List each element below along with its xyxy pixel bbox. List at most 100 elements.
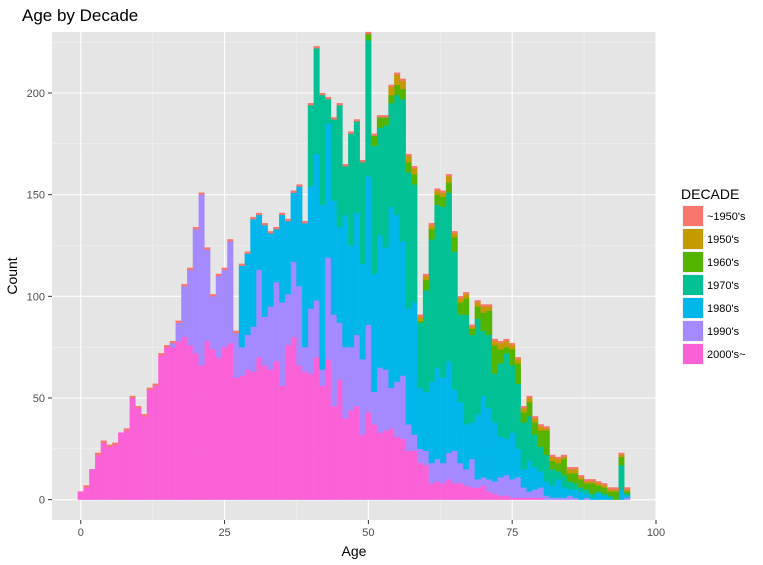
- bar-segment-1980-s: [290, 192, 297, 262]
- bar-segment-2000-s: [187, 344, 194, 500]
- bar-segment-1970-s: [497, 363, 504, 437]
- bar-segment-2000-s: [434, 481, 441, 500]
- bar-segment-1950-s: [445, 174, 452, 177]
- bar-segment-1980-s: [376, 235, 383, 368]
- bar-segment-1990-s: [192, 229, 199, 354]
- bar-segment-1990-s: [537, 487, 544, 498]
- bar-segment-1960-s: [543, 430, 550, 456]
- bar-segment-1950-s: [497, 342, 504, 350]
- bar-segment-1960-s: [537, 430, 544, 447]
- bar-segment-1990-s: [572, 497, 579, 500]
- bar-segment-2000-s: [422, 464, 429, 500]
- bar-segment-1950-s: [135, 405, 142, 409]
- bar-segment-1950-s: [405, 155, 412, 163]
- bar-segment-1950-s: [319, 92, 326, 96]
- bar-segment-1990-s: [440, 462, 447, 484]
- bar-segment-1960-s: [468, 328, 475, 336]
- bar-segment-2000-s: [181, 336, 188, 500]
- bar-segment-1950-s: [503, 340, 510, 348]
- bar-segment-1990-s: [566, 495, 573, 500]
- bar-segment-1950-s: [325, 96, 332, 100]
- bar-segment-1980-s: [497, 436, 504, 478]
- bar-segment-1950-s: [509, 344, 516, 350]
- bar-segment-1980-s: [624, 495, 631, 498]
- bar-segment-1990-s: [491, 481, 498, 494]
- bar-segment-1980-s: [601, 495, 608, 500]
- bar-segment-1950-s: [606, 487, 613, 490]
- bar-segment-2000-s: [238, 375, 245, 500]
- bar-segment-1960-s: [595, 485, 602, 492]
- bar-segment-1980-s: [244, 253, 251, 336]
- bar-segment-1950-s: [284, 218, 291, 222]
- bar-segment-2000-s: [405, 450, 412, 500]
- bar-segment-1990-s: [560, 497, 567, 500]
- bar-segment-1950-s: [256, 212, 263, 216]
- bar-segment-1980-s: [589, 497, 596, 500]
- bar-segment-1970-s: [417, 322, 424, 388]
- bar-segment-1950-s: [273, 227, 280, 230]
- bar-segment-1970-s: [480, 330, 487, 397]
- bar-segment-1990-s: [624, 497, 631, 500]
- legend-swatch: [683, 321, 703, 341]
- bar-segment-1950-s: [422, 273, 429, 277]
- bar-segment-1980-s: [399, 241, 406, 376]
- bar-segment-2000-s: [353, 405, 360, 500]
- bar-segment-2000-s: [394, 436, 401, 500]
- bar-segment-2000-s: [537, 497, 544, 500]
- bar-segment-1980-s: [514, 448, 521, 478]
- bar-segment-1960-s: [388, 94, 395, 104]
- bar-segment-1990-s: [486, 479, 493, 492]
- legend-label: 1970's: [707, 280, 740, 292]
- legend-swatch: [683, 252, 703, 272]
- bar-segment-2000-s: [279, 385, 286, 500]
- bar-segment-1970-s: [353, 121, 360, 214]
- bar-segment-1950-s: [578, 477, 585, 480]
- bar-segment-2000-s: [330, 405, 337, 500]
- bar-segment-1950-s: [560, 456, 567, 460]
- bar-segment-1970-s: [474, 318, 481, 415]
- y-tick-label: 150: [27, 190, 45, 202]
- bar-segment-1970-s: [376, 127, 383, 236]
- legend-label: ~1950's: [707, 211, 746, 223]
- bar-segment-2000-s: [503, 495, 510, 500]
- bar-segment-1970-s: [560, 475, 567, 488]
- bar-segment-1950-s: [417, 314, 424, 317]
- bar-segment-1990-s: [273, 281, 280, 362]
- bar-segment-1990-s: [503, 475, 510, 496]
- bar-segment-1980-s: [583, 493, 590, 498]
- bar-segment-1950-s: [123, 428, 130, 431]
- legend-swatch: [683, 344, 703, 364]
- bar-segment-1950-s: [382, 115, 389, 118]
- bar-segment-1990-s: [187, 269, 194, 346]
- bar-segment-1990-s: [388, 387, 395, 429]
- bar-segment-2000-s: [359, 434, 366, 500]
- bar-segment-1970-s: [537, 446, 544, 472]
- bar-segment-1990-s: [583, 497, 590, 500]
- bar-segment-1960-s: [555, 462, 562, 472]
- bar-segment-1950-s: [463, 294, 470, 299]
- x-tick-label: 25: [218, 527, 230, 539]
- bar-segment-1950-s: [336, 103, 343, 106]
- bar-segment-1990-s: [210, 296, 217, 350]
- bar-segment-1980-s: [606, 497, 613, 500]
- bar-segment-1980-s: [560, 487, 567, 498]
- bar-segment-1970-s: [514, 383, 521, 449]
- bar-segment-1980-s: [445, 361, 452, 454]
- bar-segment-1950-s: [342, 164, 349, 167]
- bar-segment-1950-s: [612, 489, 619, 492]
- bar-segment-1990-s: [267, 306, 274, 370]
- bar-segment-1960-s: [606, 491, 613, 496]
- bar-segment-1970-s: [618, 464, 625, 490]
- bar-segment-1980-s: [382, 247, 389, 370]
- bar-segment-1960-s: [440, 196, 447, 208]
- bar-segment-1950-s: [549, 456, 556, 462]
- bar-segment-1950-s: [428, 222, 435, 226]
- bar-segment-2000-s: [146, 389, 153, 500]
- bar-segment-2000-s: [307, 373, 314, 500]
- bar-segment-1950-s: [491, 340, 498, 346]
- bar-segment-2000-s: [509, 497, 516, 500]
- bar-segment-1970-s: [583, 489, 590, 494]
- bar-segment-2000-s: [129, 397, 136, 500]
- bar-segment-1980-s: [428, 381, 435, 464]
